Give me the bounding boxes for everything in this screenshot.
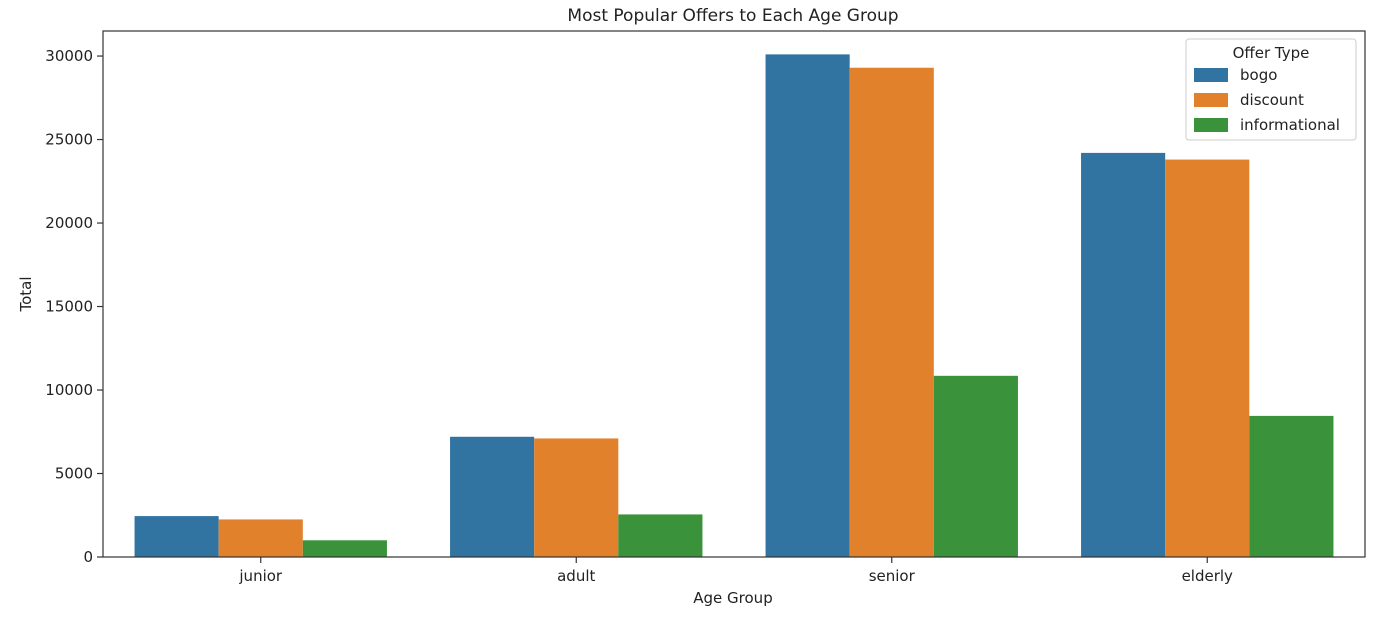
y-tick-label: 5000: [55, 465, 93, 483]
y-tick-label: 25000: [45, 131, 93, 149]
y-tick-label: 0: [83, 548, 93, 566]
bars-layer: [134, 54, 1334, 558]
bar-elderly-bogo: [1081, 152, 1166, 557]
x-tick-label: elderly: [1182, 567, 1233, 585]
bar-junior-bogo: [134, 516, 219, 557]
bar-adult-discount: [534, 438, 619, 557]
axes-layer: 0 5000 10000 15000 20000 25000 30000 junior adul…: [45, 47, 1233, 585]
legend-swatch-discount: [1194, 93, 1228, 107]
bar-junior-discount: [218, 519, 303, 557]
bar-senior-discount: [849, 67, 934, 557]
y-tick-label: 10000: [45, 381, 93, 399]
y-tick-label: 15000: [45, 298, 93, 316]
y-tick-label: 30000: [45, 47, 93, 65]
x-axis-label: Age Group: [693, 589, 772, 607]
bar-senior-informational: [933, 375, 1018, 557]
legend: Offer Type bogo discount informational: [1185, 38, 1357, 141]
legend-items: bogo discount informational: [1194, 66, 1340, 134]
plot-frame: [102, 30, 1366, 558]
legend-label-discount: discount: [1240, 91, 1304, 109]
bar-junior-informational: [302, 540, 387, 557]
legend-label-bogo: bogo: [1240, 66, 1277, 84]
y-tick-label: 20000: [45, 214, 93, 232]
x-tick-label: junior: [238, 567, 283, 585]
legend-swatch-bogo: [1194, 68, 1228, 82]
legend-swatch-informational: [1194, 118, 1228, 132]
bar-senior-bogo: [765, 54, 850, 557]
y-axis-label: Total: [17, 276, 35, 312]
chart-title: Most Popular Offers to Each Age Group: [567, 6, 898, 26]
bar-adult-bogo: [450, 436, 535, 557]
legend-label-informational: informational: [1240, 116, 1340, 134]
x-tick-label: adult: [557, 567, 595, 585]
legend-title: Offer Type: [1233, 44, 1310, 62]
legend-box: [1185, 38, 1357, 141]
bar-elderly-discount: [1165, 159, 1250, 558]
bar-elderly-informational: [1249, 415, 1334, 557]
bar-adult-informational: [618, 514, 703, 557]
x-tick-label: senior: [869, 567, 916, 585]
